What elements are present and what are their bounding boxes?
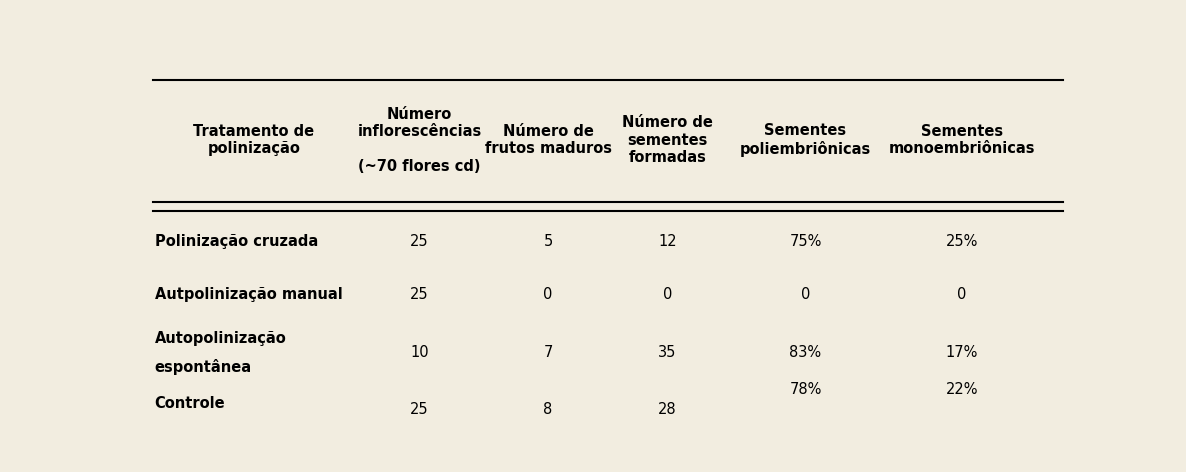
Text: 83%: 83% bbox=[790, 346, 822, 360]
Text: Número de
sementes
formadas: Número de sementes formadas bbox=[623, 115, 713, 165]
Text: 7: 7 bbox=[543, 346, 553, 360]
Text: Tratamento de
polinização: Tratamento de polinização bbox=[193, 124, 314, 156]
Text: Sementes
poliembriônicas: Sementes poliembriônicas bbox=[740, 124, 871, 157]
Text: 78%: 78% bbox=[789, 382, 822, 396]
Text: Número de
frutos maduros: Número de frutos maduros bbox=[485, 124, 612, 156]
Text: 22%: 22% bbox=[945, 382, 978, 396]
Text: 5: 5 bbox=[543, 235, 553, 250]
Text: 8: 8 bbox=[543, 402, 553, 417]
Text: 0: 0 bbox=[663, 287, 672, 302]
Text: Sementes
monoembriônicas: Sementes monoembriônicas bbox=[888, 124, 1035, 156]
Text: Controle: Controle bbox=[154, 396, 225, 411]
Text: Polinização cruzada: Polinização cruzada bbox=[154, 235, 318, 250]
Text: 75%: 75% bbox=[789, 235, 822, 250]
Text: 25: 25 bbox=[410, 402, 428, 417]
Text: espontânea: espontânea bbox=[154, 359, 251, 375]
Text: 12: 12 bbox=[658, 235, 677, 250]
Text: 0: 0 bbox=[801, 287, 810, 302]
Text: 25%: 25% bbox=[945, 235, 978, 250]
Text: 10: 10 bbox=[410, 346, 428, 360]
Text: Número
inflorescências

(~70 flores cd): Número inflorescências (~70 flores cd) bbox=[357, 107, 482, 174]
Text: 35: 35 bbox=[658, 346, 677, 360]
Text: Autopolinização: Autopolinização bbox=[154, 331, 287, 346]
Text: 0: 0 bbox=[543, 287, 553, 302]
Text: 25: 25 bbox=[410, 287, 428, 302]
Text: 17%: 17% bbox=[945, 346, 978, 360]
Text: Autpolinização manual: Autpolinização manual bbox=[154, 287, 343, 302]
Text: 25: 25 bbox=[410, 235, 428, 250]
Text: 28: 28 bbox=[658, 402, 677, 417]
Text: 0: 0 bbox=[957, 287, 967, 302]
